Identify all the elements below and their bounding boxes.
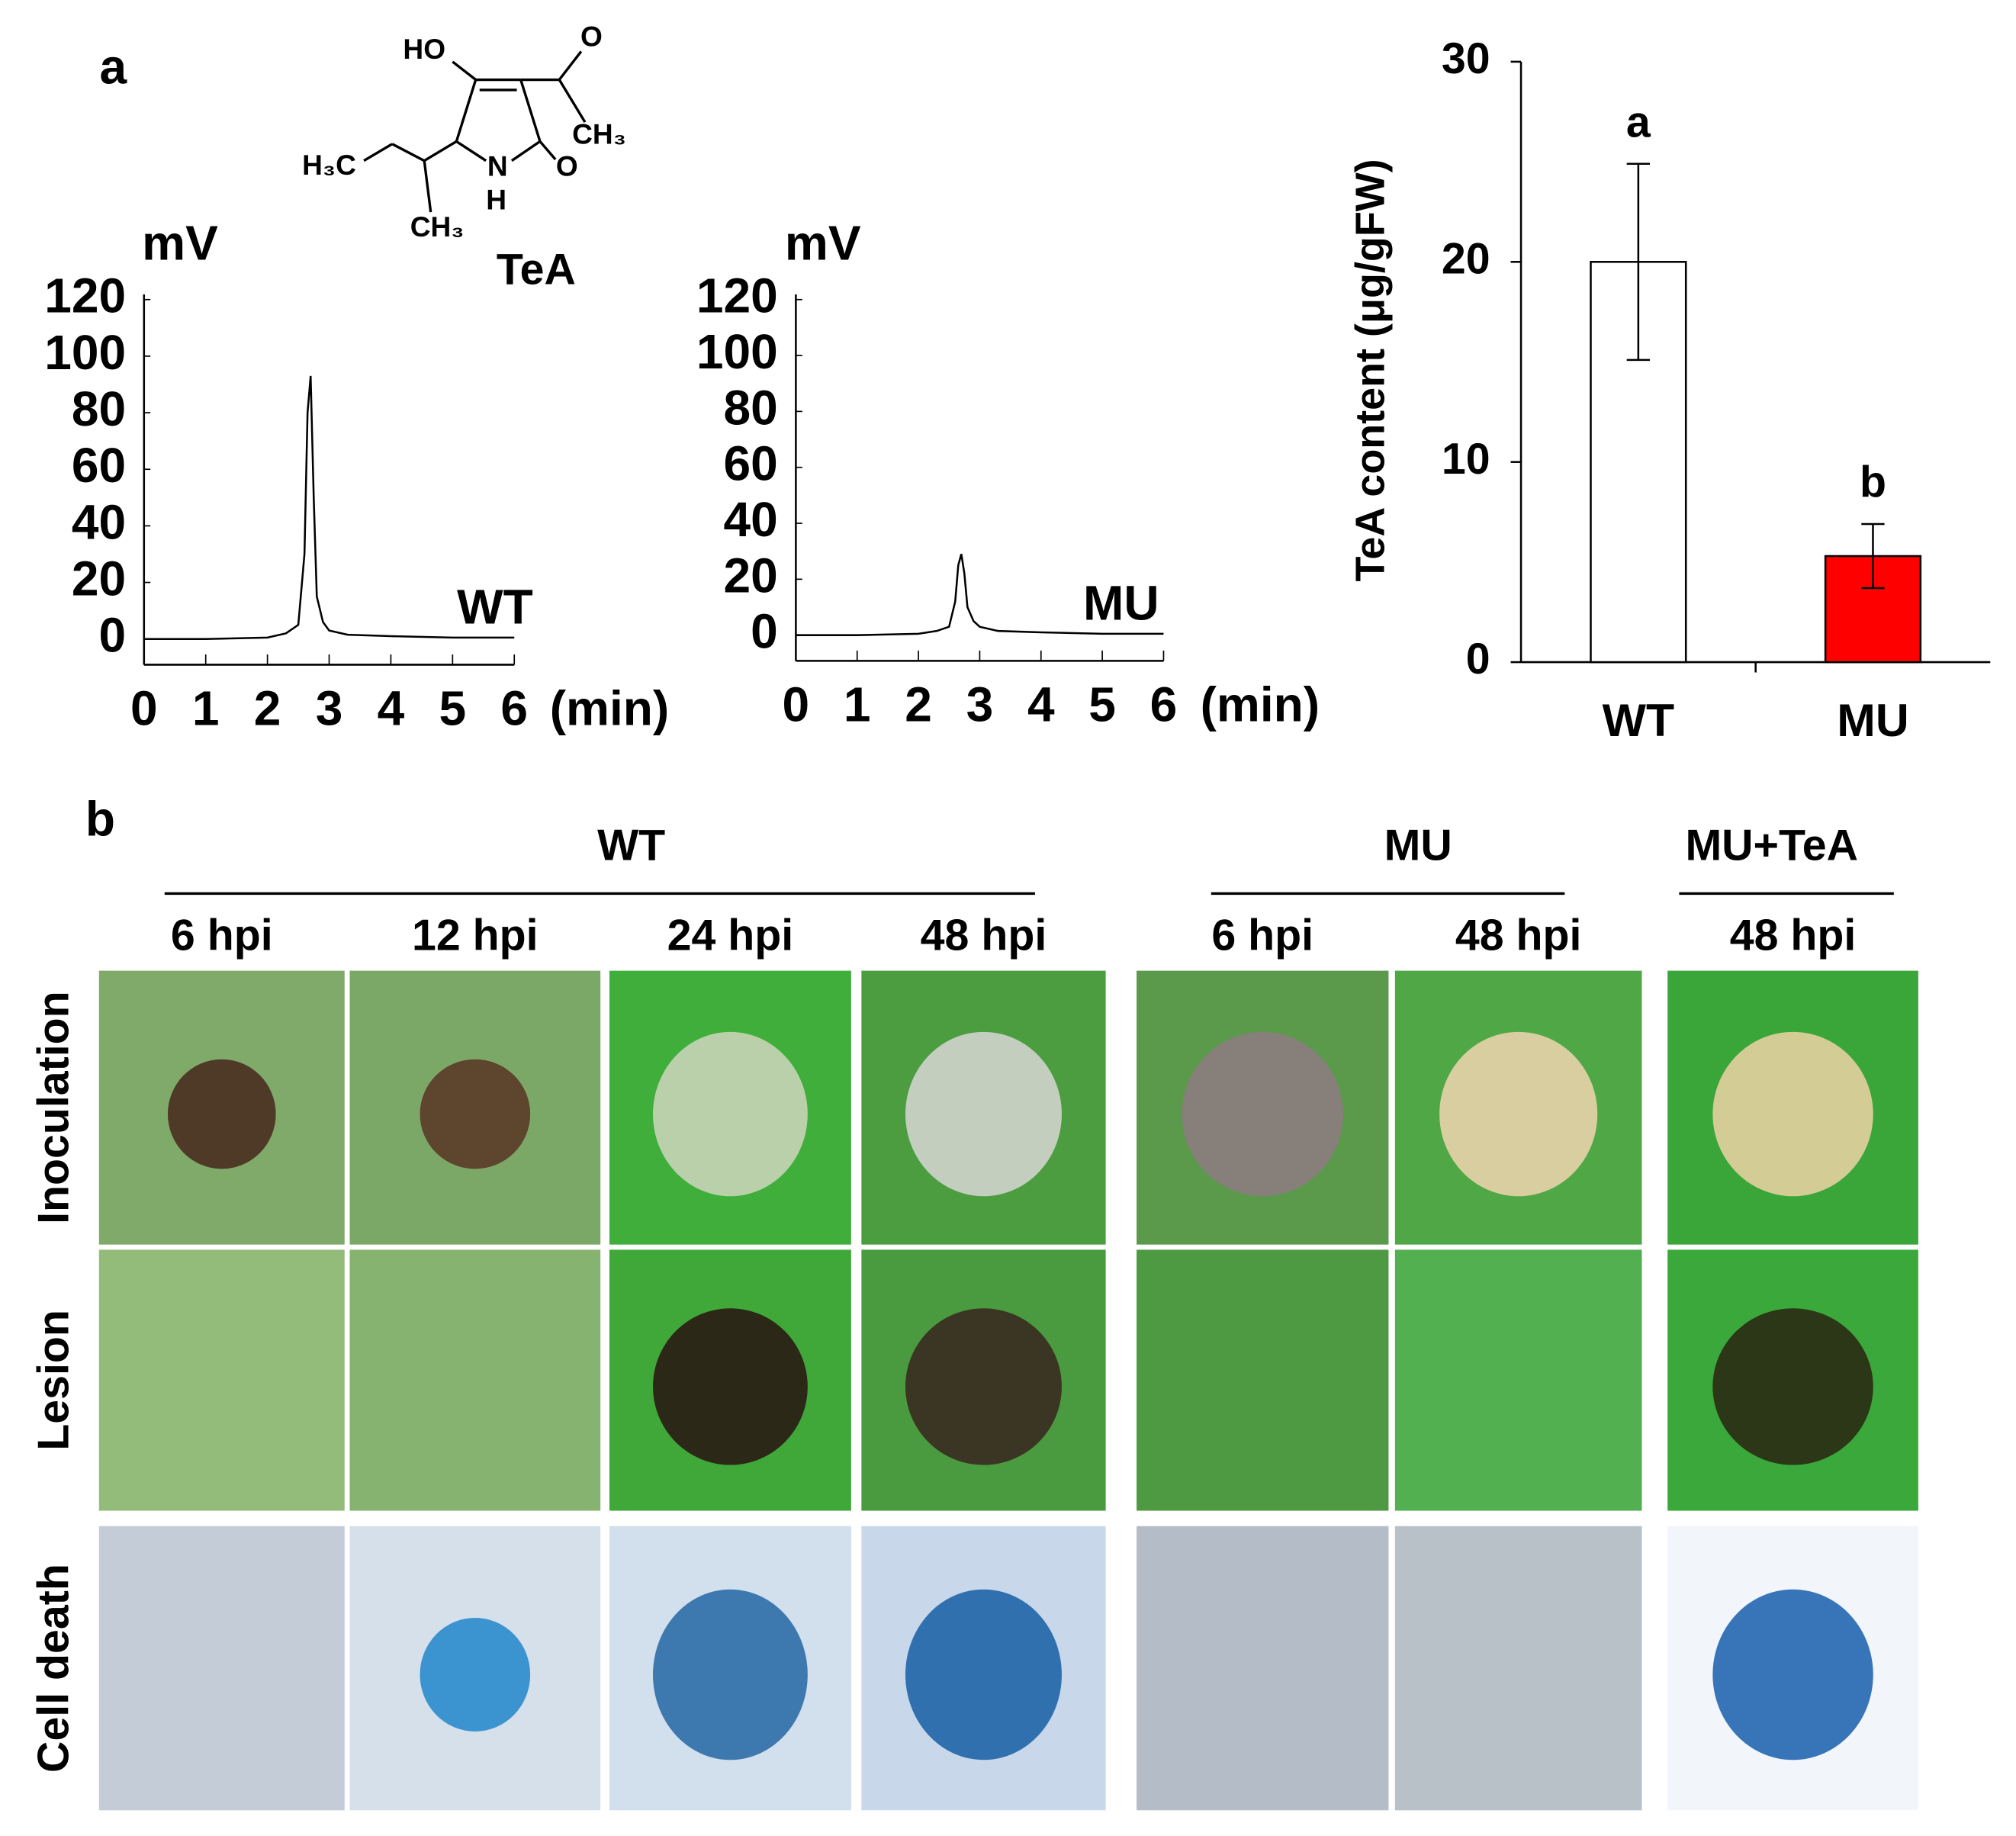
annotation: WT — [457, 580, 533, 635]
photo-spot — [905, 1589, 1062, 1760]
x-tick-label: MU — [1837, 694, 1908, 746]
x-tick-label: 2 — [905, 677, 932, 732]
structure-label: O — [580, 20, 603, 52]
photo-spot — [1712, 1031, 1873, 1197]
photo-spot — [905, 1308, 1062, 1465]
photo-spot — [1439, 1031, 1598, 1197]
photo-spot — [167, 1059, 276, 1169]
photo-spot — [1712, 1308, 1873, 1465]
x-axis-label: (min) — [550, 681, 670, 736]
group-label: MU+TeA — [1685, 822, 1858, 870]
photo — [98, 1249, 345, 1511]
x-tick-label: 6 — [500, 681, 528, 736]
time-label: 12 hpi — [412, 912, 539, 960]
x-tick-label: 1 — [192, 681, 220, 736]
time-label: 24 hpi — [667, 912, 794, 960]
y-tick-label: 40 — [72, 494, 126, 549]
x-tick-label: 0 — [130, 681, 158, 736]
y-tick-label: 100 — [44, 325, 126, 380]
x-tick-label: WT — [1603, 694, 1674, 746]
photo — [98, 1526, 345, 1811]
y-tick-label: 40 — [724, 492, 778, 547]
photo-spot — [653, 1308, 808, 1465]
photo-spot — [1712, 1589, 1873, 1760]
y-tick-label: 120 — [44, 268, 126, 323]
y-tick-label: 0 — [1466, 635, 1490, 683]
line — [143, 375, 515, 640]
y-tick-label: 100 — [696, 324, 778, 379]
time-label: 48 hpi — [1455, 912, 1582, 960]
annotation: MU — [1083, 576, 1159, 631]
group-label: WT — [597, 822, 665, 870]
y-tick-label: 20 — [1442, 234, 1490, 283]
y-tick-label: 0 — [99, 608, 127, 663]
photo — [1137, 1526, 1389, 1811]
structure-label: H₃C — [302, 149, 356, 181]
structure-label: H — [486, 183, 506, 215]
time-label: 48 hpi — [921, 912, 1047, 960]
structure-bonds — [363, 50, 587, 213]
structure-name: TeA — [497, 245, 576, 294]
structure-label: CH₃ — [572, 117, 626, 150]
group-label: MU — [1384, 822, 1452, 870]
y-axis-label: TeA content (μg/gFW) — [1347, 159, 1393, 581]
x-tick-label: 3 — [316, 681, 343, 736]
structure-label: CH₃ — [410, 211, 465, 243]
photo-spot — [653, 1031, 808, 1197]
row-label: Inoculation — [29, 991, 78, 1224]
y-tick-label: 80 — [724, 380, 778, 435]
significance-label: a — [1626, 98, 1651, 146]
y-tick-label: 10 — [1442, 435, 1490, 484]
y-tick-label: 60 — [724, 436, 778, 491]
row-label: Cell death — [29, 1564, 78, 1773]
x-tick-label: 6 — [1150, 677, 1178, 732]
photo-spot — [420, 1059, 531, 1169]
y-tick-label: 0 — [751, 604, 778, 659]
photo — [1394, 1249, 1642, 1511]
y-tick-label: 20 — [72, 551, 126, 606]
x-tick-label: 4 — [1027, 677, 1055, 732]
y-tick-label: 120 — [696, 268, 778, 323]
panel-label: a — [100, 40, 128, 95]
structure-label: HO — [403, 33, 445, 65]
photo — [349, 1249, 601, 1511]
x-axis-label: (min) — [1201, 677, 1320, 732]
photo — [1394, 1526, 1642, 1811]
x-tick-label: 5 — [439, 681, 467, 736]
x-tick-label: 1 — [844, 677, 871, 732]
y-tick-label: 30 — [1442, 34, 1490, 83]
y-tick-label: 60 — [72, 438, 126, 493]
y-tick-label: 80 — [72, 381, 126, 436]
time-label: 48 hpi — [1730, 912, 1857, 960]
structure-label: N — [487, 150, 508, 182]
row-label: Lesion — [29, 1310, 78, 1451]
time-label: 6 hpi — [171, 912, 273, 960]
x-tick-label: 5 — [1088, 677, 1116, 732]
photo-spot — [1182, 1031, 1343, 1197]
photo-spot — [653, 1589, 808, 1760]
structure-label: O — [556, 150, 578, 182]
time-label: 6 hpi — [1211, 912, 1313, 960]
photo-spot — [905, 1031, 1062, 1197]
photo-spot — [420, 1617, 531, 1731]
y-axis-label: mV — [785, 216, 861, 271]
y-tick-label: 20 — [724, 548, 778, 603]
x-tick-label: 2 — [254, 681, 281, 736]
photo — [1137, 1249, 1389, 1511]
significance-label: b — [1860, 458, 1886, 507]
x-tick-label: 3 — [966, 677, 994, 732]
x-tick-label: 0 — [783, 677, 810, 732]
x-tick-label: 4 — [378, 681, 405, 736]
y-axis-label: mV — [142, 216, 218, 271]
panel-label: b — [85, 792, 115, 847]
line — [796, 554, 1164, 636]
